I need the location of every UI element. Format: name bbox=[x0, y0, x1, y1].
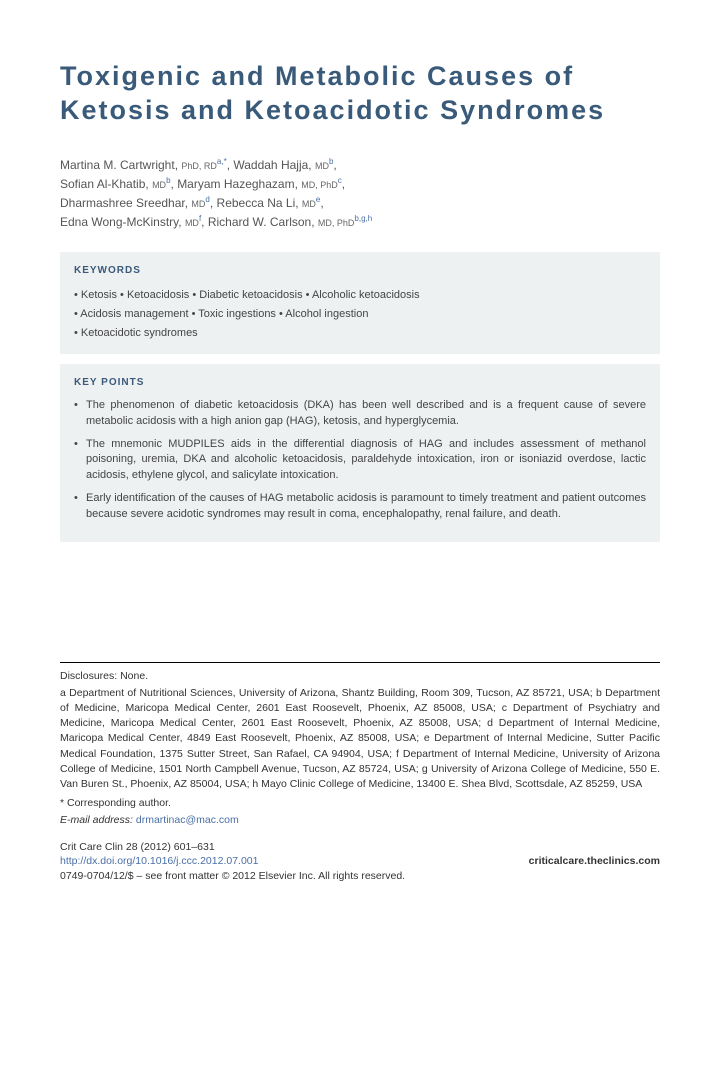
keypoint-item: The phenomenon of diabetic ketoacidosis … bbox=[74, 398, 646, 429]
author: Rebecca Na Li, MDe bbox=[217, 196, 321, 210]
email-label: E-mail address: bbox=[60, 814, 133, 826]
author: Waddah Hajja, MDb bbox=[233, 158, 333, 172]
author: Sofian Al-Khatib, MDb bbox=[60, 177, 171, 191]
journal-site[interactable]: criticalcare.theclinics.com bbox=[529, 854, 660, 869]
keywords-line: • Acidosis management • Toxic ingestions… bbox=[74, 305, 646, 324]
keypoint-item: Early identification of the causes of HA… bbox=[74, 491, 646, 522]
email-link[interactable]: drmartinac@mac.com bbox=[136, 814, 239, 826]
author: Maryam Hazeghazam, MD, PhDc bbox=[177, 177, 342, 191]
keywords-line: • Ketosis • Ketoacidosis • Diabetic keto… bbox=[74, 286, 646, 305]
disclosures: Disclosures: None. bbox=[60, 669, 660, 684]
keypoints-list: The phenomenon of diabetic ketoacidosis … bbox=[74, 398, 646, 522]
affiliations-text: a Department of Nutritional Sciences, Un… bbox=[60, 686, 660, 793]
journal-citation: Crit Care Clin 28 (2012) 601–631 bbox=[60, 840, 660, 855]
keywords-line: • Ketoacidotic syndromes bbox=[74, 324, 646, 343]
author: Edna Wong-McKinstry, MDf bbox=[60, 215, 201, 229]
author: Martina M. Cartwright, PhD, RDa,* bbox=[60, 158, 227, 172]
doi-line: http://dx.doi.org/10.1016/j.ccc.2012.07.… bbox=[60, 854, 660, 869]
email-line: E-mail address: drmartinac@mac.com bbox=[60, 813, 660, 828]
article-title: Toxigenic and Metabolic Causes of Ketosi… bbox=[60, 60, 660, 128]
keywords-heading: KEYWORDS bbox=[74, 264, 646, 278]
keypoints-heading: KEY POINTS bbox=[74, 376, 646, 390]
footer-block: Disclosures: None. a Department of Nutri… bbox=[60, 662, 660, 884]
authors-block: Martina M. Cartwright, PhD, RDa,*, Wadda… bbox=[60, 156, 660, 233]
corresponding-author: * Corresponding author. bbox=[60, 796, 660, 811]
keypoint-item: The mnemonic MUDPILES aids in the differ… bbox=[74, 437, 646, 483]
author: Richard W. Carlson, MD, PhDb,g,h bbox=[208, 215, 372, 229]
keywords-box: KEYWORDS • Ketosis • Ketoacidosis • Diab… bbox=[60, 252, 660, 354]
keypoints-box: KEY POINTS The phenomenon of diabetic ke… bbox=[60, 364, 660, 542]
author: Dharmashree Sreedhar, MDd bbox=[60, 196, 210, 210]
doi-link[interactable]: http://dx.doi.org/10.1016/j.ccc.2012.07.… bbox=[60, 854, 258, 869]
copyright: 0749-0704/12/$ – see front matter © 2012… bbox=[60, 869, 660, 884]
